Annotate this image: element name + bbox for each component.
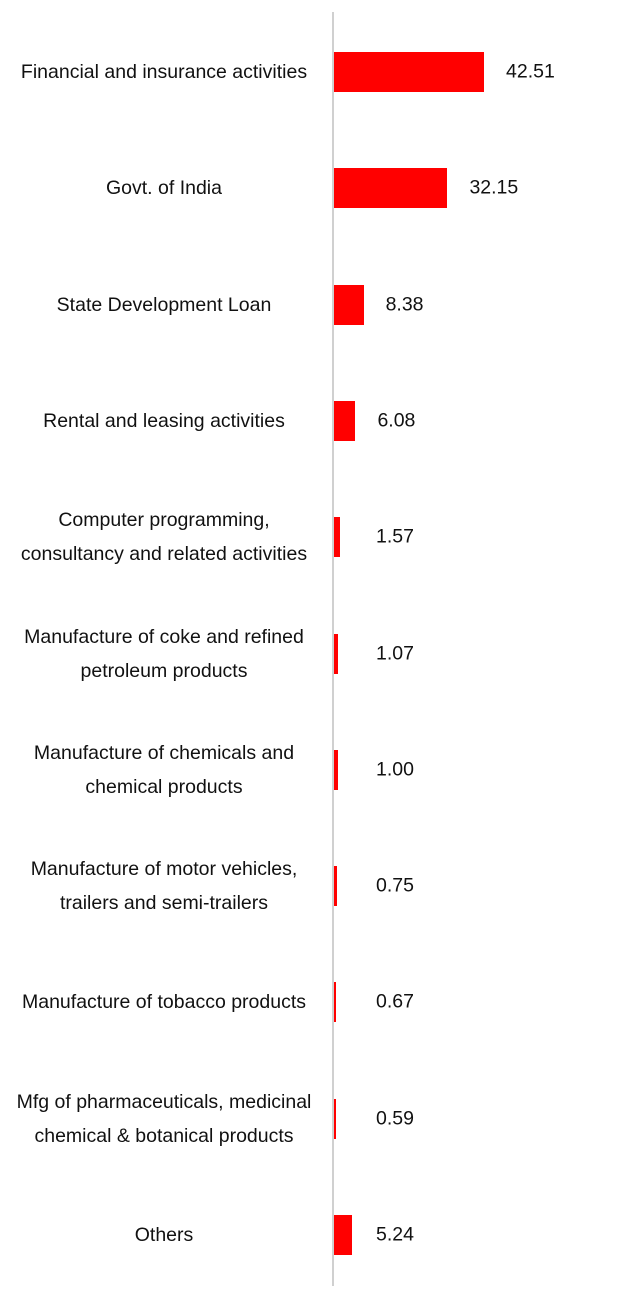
category-label: State Development Loan [56, 293, 272, 316]
value-label: 6.08 [377, 409, 416, 432]
bar [334, 400, 356, 441]
value-label: 8.38 [385, 293, 424, 316]
bar [334, 1098, 337, 1139]
category-label: Manufacture of tobacco products [22, 991, 306, 1014]
axis-line [332, 12, 334, 1286]
value-label: 1.00 [376, 758, 414, 781]
value-label: 0.67 [376, 990, 414, 1013]
bar [334, 52, 484, 92]
category-label: Manufacture of motor vehicles, trailers … [30, 858, 298, 915]
category-label: Mfg of pharmaceuticals, medicinal chemic… [16, 1090, 312, 1147]
bar [334, 517, 340, 558]
category-label: Govt. of India [106, 177, 222, 200]
value-label: 32.15 [469, 176, 519, 199]
bar [334, 749, 338, 790]
value-label: 0.59 [376, 1107, 414, 1130]
bar [334, 284, 364, 325]
bar [334, 633, 338, 674]
value-label: 5.24 [376, 1223, 414, 1246]
category-label: Manufacture of chemicals and chemical pr… [33, 741, 295, 798]
value-label: 42.51 [506, 60, 555, 83]
bar [334, 1215, 353, 1255]
value-label: 1.07 [376, 642, 414, 664]
category-label: Financial and insurance activities [20, 61, 308, 83]
category-label: Manufacture of coke and refined petroleu… [24, 625, 304, 682]
bar [334, 982, 337, 1023]
category-label: Computer programming, consultancy and re… [20, 509, 308, 566]
bar [334, 866, 337, 907]
value-label: 0.75 [376, 874, 414, 897]
bar [334, 168, 448, 209]
category-label: Rental and leasing activities [43, 409, 285, 432]
category-label: Others [134, 1224, 194, 1246]
value-label: 1.57 [376, 525, 414, 548]
